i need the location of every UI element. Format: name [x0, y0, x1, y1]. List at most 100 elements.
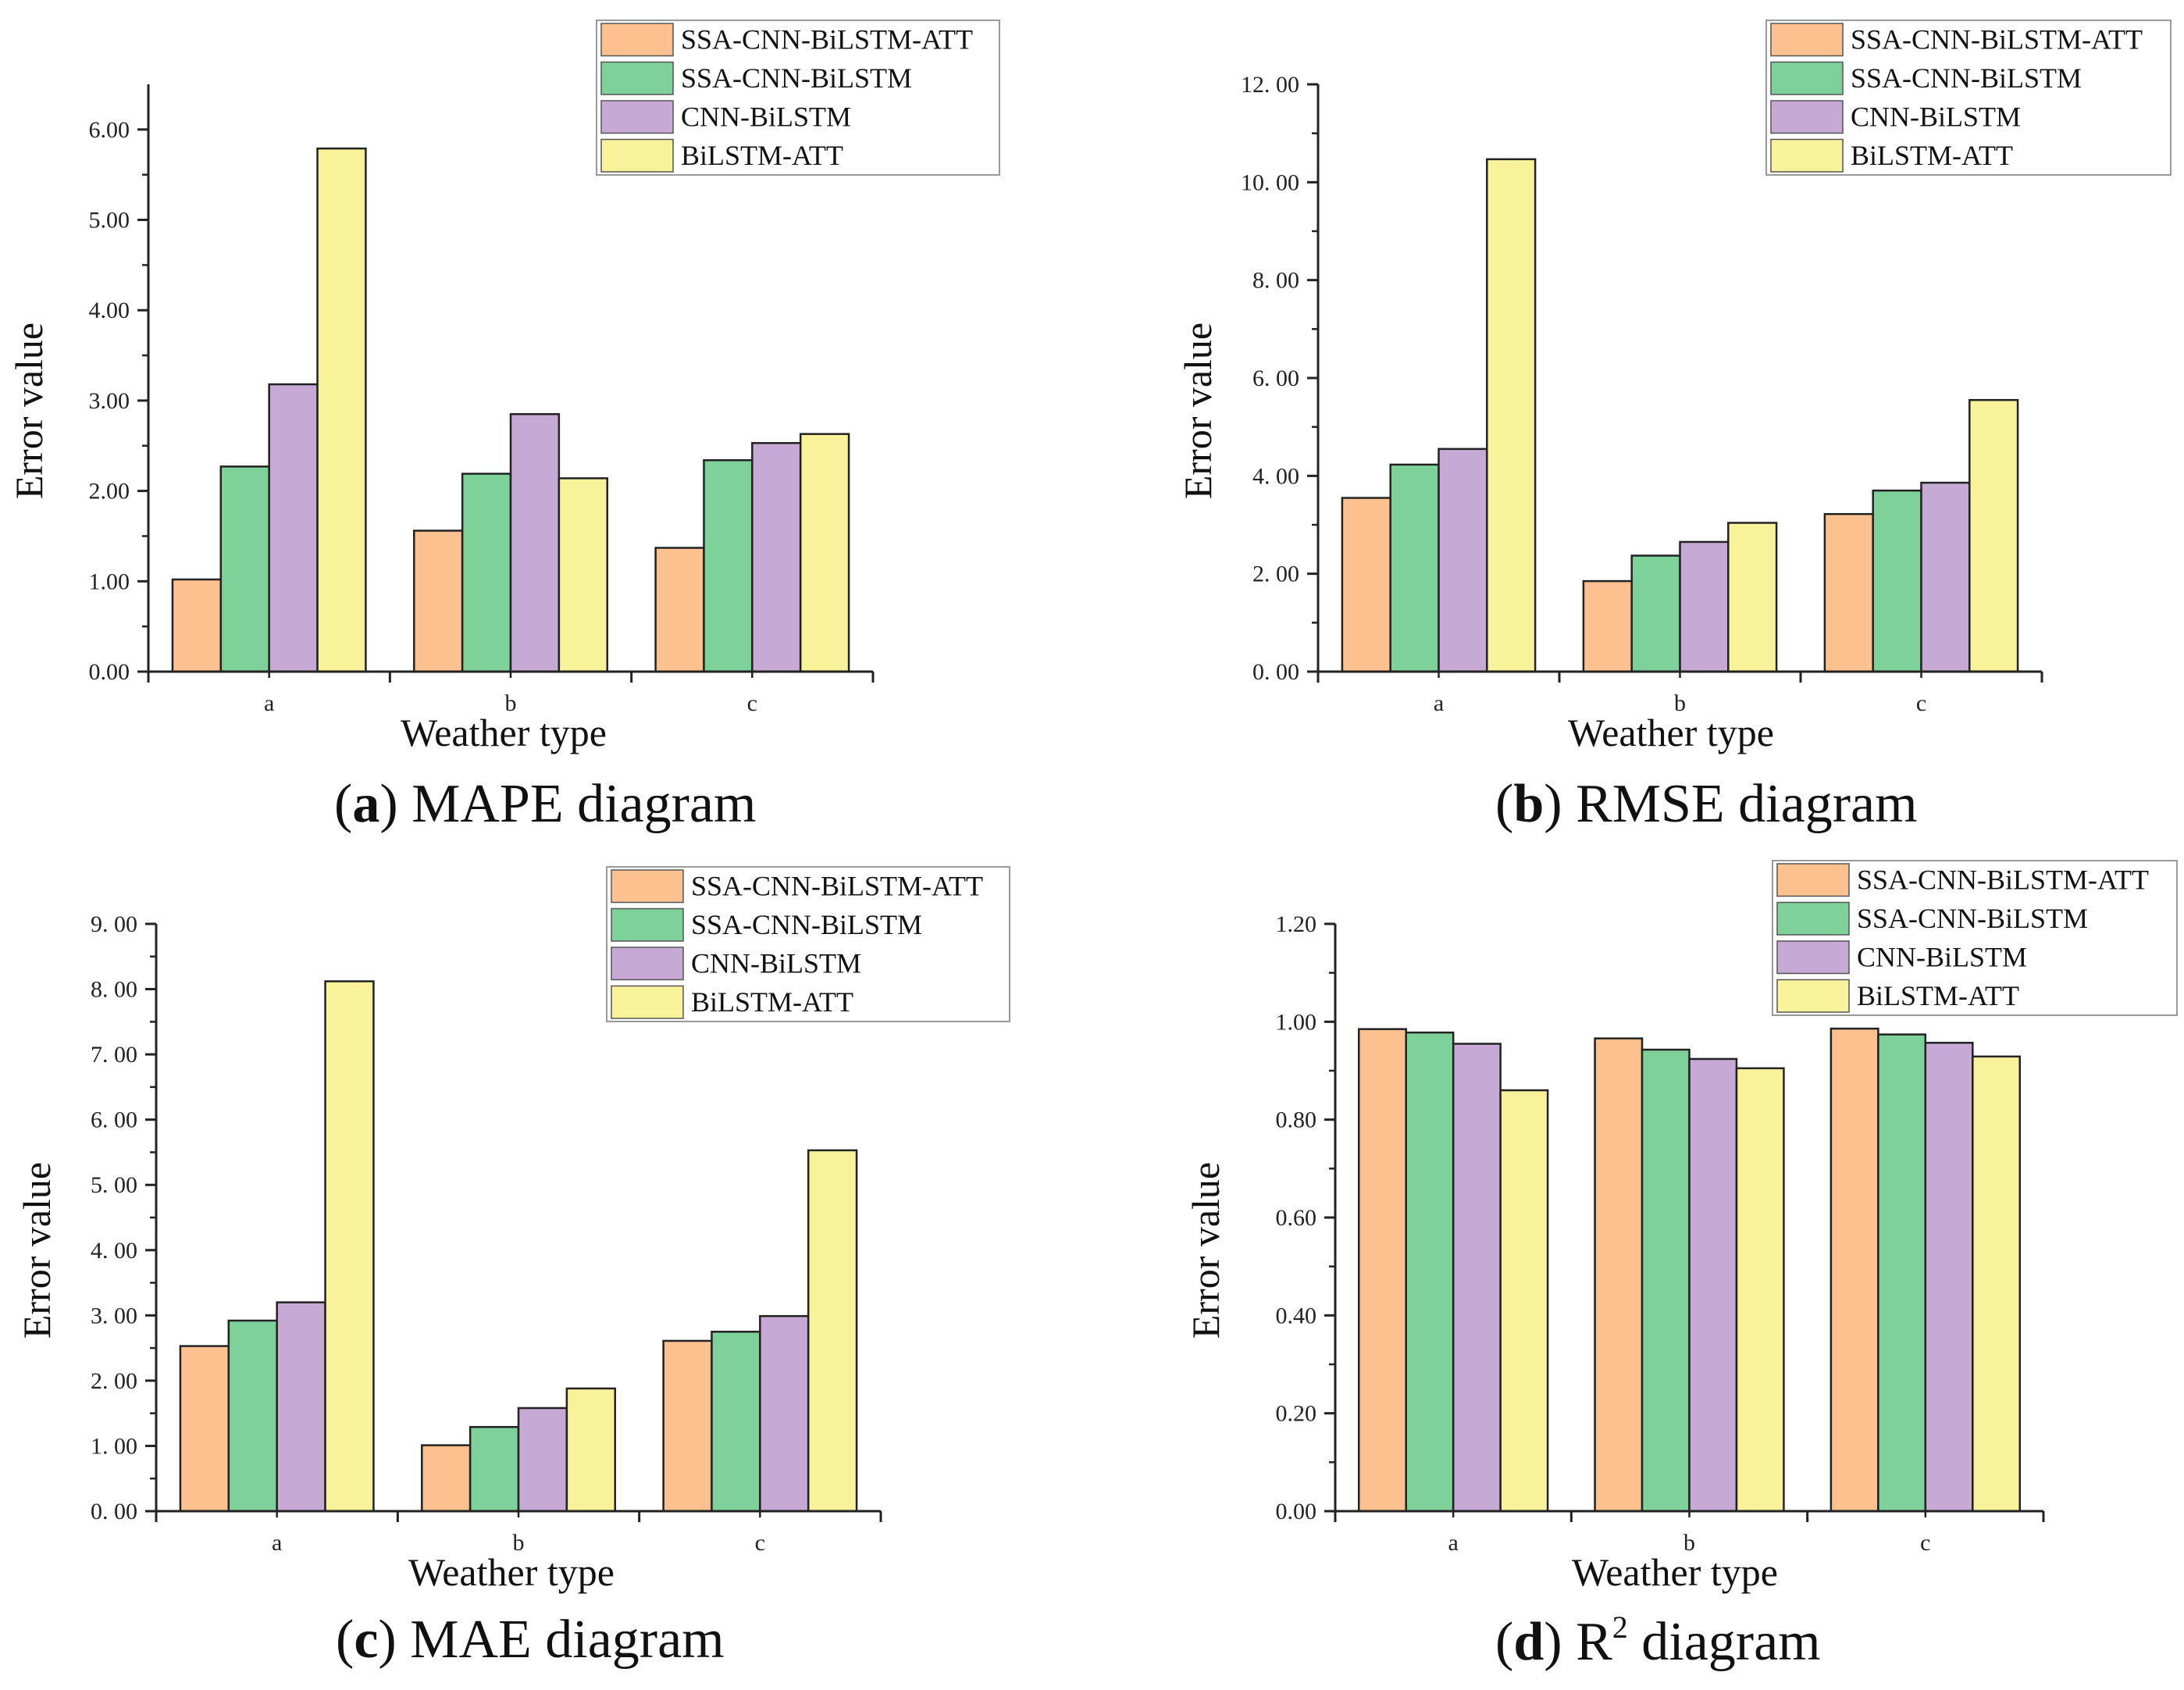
- legend-swatch: [600, 100, 674, 134]
- y-tick-label: 1.20: [1276, 911, 1317, 937]
- caption-b: (b) RMSE diagram: [1495, 774, 1918, 834]
- y-axis-title: Error value: [1176, 323, 1220, 499]
- legend: SSA-CNN-BiLSTM-ATT SSA-CNN-BiLSTM CNN-BiLS…: [606, 866, 1010, 1022]
- bar: [711, 1330, 761, 1513]
- legend-label: BiLSTM-ATT: [1851, 140, 2013, 171]
- x-tick-label: c: [755, 1530, 765, 1556]
- y-tick-label: 2.00: [89, 479, 130, 505]
- y-tick-label: 4. 00: [1252, 463, 1299, 489]
- bar: [1679, 540, 1730, 673]
- legend-label: CNN-BiLSTM: [1857, 942, 2027, 973]
- bar: [654, 547, 705, 673]
- y-tick-label: 0.60: [1276, 1205, 1317, 1231]
- legend-swatch: [1776, 979, 1850, 1013]
- bar: [1823, 512, 1874, 673]
- y-tick-label: 8. 00: [91, 977, 137, 1003]
- y-tick-label: 12. 00: [1241, 72, 1299, 98]
- y-tick-label: 6. 00: [1252, 365, 1299, 391]
- bar: [807, 1149, 858, 1513]
- y-tick-label: 6.00: [89, 117, 130, 143]
- y-tick-label: 6. 00: [91, 1107, 137, 1133]
- bar: [1452, 1043, 1502, 1513]
- x-tick-label: b: [1674, 690, 1686, 716]
- legend-swatch: [1776, 901, 1850, 936]
- legend-label: SSA-CNN-BiLSTM: [681, 62, 912, 94]
- bar: [759, 1314, 810, 1513]
- y-tick-label: 0.20: [1276, 1401, 1317, 1427]
- bar: [1830, 1027, 1879, 1513]
- bar: [276, 1301, 326, 1513]
- chart-panel-3-1: 0. 00 2. 00 4. 00 6. 00 8. 00 10. 00 12. 00 a b c…: [1176, 20, 2172, 754]
- bar: [469, 1425, 520, 1513]
- y-tick-label: 8. 00: [1252, 268, 1299, 294]
- bar: [1341, 497, 1391, 673]
- bar: [421, 1444, 472, 1513]
- legend-swatch: [611, 947, 684, 981]
- bar: [324, 980, 375, 1513]
- y-axis-title: Error value: [1184, 1162, 1227, 1339]
- caption-d: (d) R2 diagram: [1495, 1610, 1821, 1672]
- x-tick-label: a: [1448, 1530, 1459, 1556]
- bar: [1688, 1057, 1738, 1513]
- y-tick-label: 1.00: [89, 569, 130, 594]
- y-tick-label: 10. 00: [1241, 169, 1299, 195]
- bar: [1357, 1028, 1407, 1513]
- bar: [1486, 158, 1537, 673]
- chart-panel-3-0: 0.00 1.00 2.00 3.00 4.00 5.00 6.00 a b c Error val…: [7, 20, 1000, 754]
- legend-swatch: [611, 869, 684, 904]
- bar: [1972, 1055, 2022, 1513]
- bar: [799, 433, 850, 673]
- bar: [751, 442, 802, 673]
- x-axis-title: Weather type: [401, 711, 607, 754]
- x-tick-label: b: [505, 690, 517, 716]
- bar: [509, 413, 561, 673]
- legend: SSA-CNN-BiLSTM-ATT SSA-CNN-BiLSTM CNN-BiLS…: [1772, 860, 2178, 1016]
- legend-label: CNN-BiLSTM: [691, 948, 861, 979]
- bar: [1877, 1033, 1927, 1513]
- y-tick-label: 9. 00: [91, 911, 137, 937]
- bar: [461, 472, 512, 673]
- legend-label: BiLSTM-ATT: [681, 140, 843, 171]
- bar: [1641, 1048, 1691, 1513]
- y-tick-label: 3.00: [89, 388, 130, 414]
- bar: [1727, 522, 1778, 673]
- legend-swatch: [1776, 940, 1850, 975]
- y-tick-label: 0.00: [89, 659, 130, 685]
- x-tick-label: a: [264, 690, 274, 716]
- legend-swatch: [611, 907, 684, 942]
- bar: [1438, 447, 1488, 673]
- y-tick-label: 2. 00: [91, 1368, 137, 1394]
- y-axis-title: Error value: [15, 1162, 59, 1339]
- bar: [1389, 463, 1440, 673]
- x-axis-title: Weather type: [408, 1550, 615, 1594]
- bar: [517, 1407, 568, 1513]
- legend-swatch: [600, 23, 674, 57]
- legend: SSA-CNN-BiLSTM-ATT SSA-CNN-BiLSTM CNN-BiLS…: [596, 20, 1000, 176]
- legend-label: SSA-CNN-BiLSTM-ATT: [1851, 24, 2143, 55]
- legend-swatch: [1770, 61, 1844, 95]
- legend-swatch: [1770, 100, 1844, 134]
- legend-swatch: [600, 61, 674, 95]
- legend-label: SSA-CNN-BiLSTM: [1851, 62, 2082, 94]
- legend-swatch: [1770, 138, 1844, 173]
- x-tick-label: b: [513, 1530, 525, 1556]
- chart-panel-3-3: 0.00 0.20 0.40 0.60 0.80 1.00 1.20 a b c Error val…: [1184, 860, 2178, 1594]
- legend-label: SSA-CNN-BiLSTM: [1857, 903, 2088, 934]
- caption-a: (a) MAPE diagram: [334, 774, 757, 834]
- legend-swatch: [600, 138, 674, 173]
- y-tick-label: 2. 00: [1252, 562, 1299, 587]
- legend-label: SSA-CNN-BiLSTM-ATT: [691, 871, 983, 902]
- y-tick-label: 5. 00: [91, 1172, 137, 1198]
- bar: [268, 383, 319, 673]
- x-tick-label: a: [1434, 690, 1444, 716]
- bar: [1594, 1037, 1644, 1513]
- bar: [1920, 481, 1971, 673]
- y-tick-label: 5.00: [89, 208, 130, 234]
- legend-label: CNN-BiLSTM: [1851, 102, 2021, 133]
- bar: [219, 465, 270, 673]
- bar: [227, 1319, 278, 1513]
- bar: [662, 1339, 713, 1513]
- x-axis-title: Weather type: [1568, 711, 1774, 754]
- y-tick-label: 4. 00: [91, 1238, 137, 1264]
